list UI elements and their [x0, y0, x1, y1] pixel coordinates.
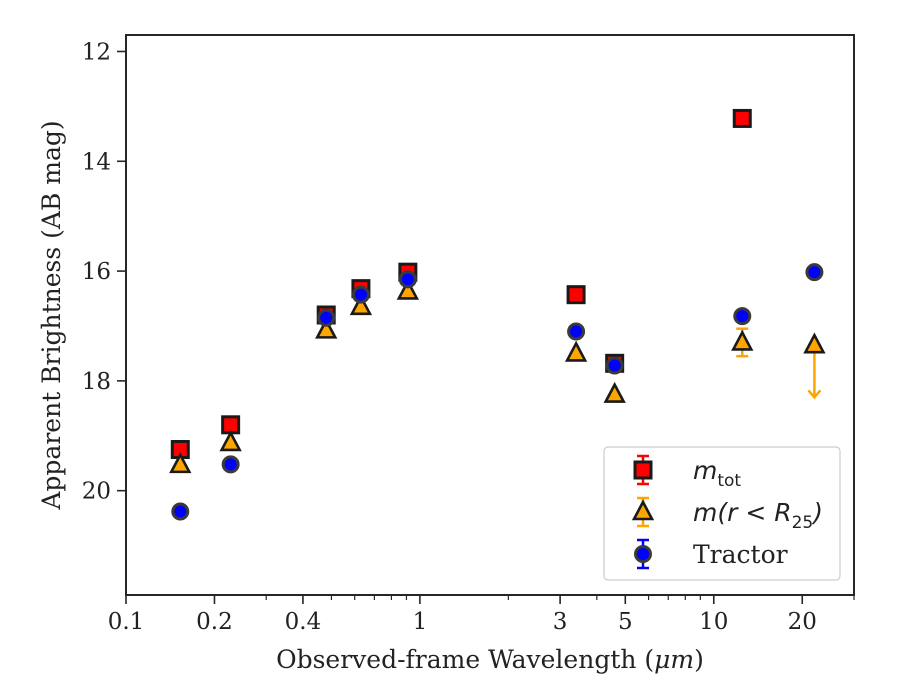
upper-limit-arrow: [807, 389, 822, 400]
legend-marker: [634, 545, 652, 563]
y-tick-label: 12: [82, 39, 111, 65]
x-tick-label: 0.4: [285, 609, 322, 635]
y-tick-label: 14: [82, 149, 111, 175]
data-point: [605, 356, 624, 375]
data-marks: [169, 108, 826, 521]
data-point: [731, 329, 754, 351]
data-point: [564, 340, 588, 362]
legend-frame: [603, 446, 841, 581]
data-point: [733, 307, 752, 326]
data-point: [171, 502, 190, 521]
x-tick-label: 20: [788, 609, 817, 635]
data-point: [349, 293, 373, 316]
legend-symbols: [631, 454, 655, 570]
data-point: [221, 455, 240, 474]
axis-ticks: [117, 50, 804, 604]
data-point: [351, 285, 370, 304]
data-point: [566, 285, 586, 305]
legend-label-tractor: Tractor: [693, 540, 788, 569]
data-point: [803, 332, 826, 354]
y-tick-label: 16: [82, 259, 111, 285]
data-point: [398, 270, 417, 289]
legend-label-mtot: mtot: [693, 456, 741, 491]
tick-labels: 0.1 0.2 0.4 1 3 5 10 20 12 14 16 18 20: [82, 39, 817, 635]
data-point: [315, 317, 338, 339]
data-point: [169, 452, 192, 474]
x-tick-label: 3: [553, 609, 568, 635]
data-point: [567, 322, 586, 341]
data-point: [732, 108, 752, 128]
legend-label-mr25: m(r < R25): [693, 498, 823, 533]
x-tick-label: 0.2: [196, 609, 233, 635]
plot-frame: [125, 34, 855, 596]
y-tick-label: 20: [82, 479, 111, 505]
legend-marker: [633, 460, 653, 480]
data-point: [219, 430, 242, 452]
x-axis-label: Observed-frame Wavelength (μm): [276, 645, 704, 674]
data-point: [603, 381, 626, 403]
legend: mtot m(r < R25) Tractor: [603, 446, 841, 581]
data-point: [805, 263, 824, 282]
y-tick-label: 18: [82, 369, 111, 395]
x-tick-label: 5: [618, 609, 633, 635]
x-tick-label: 10: [699, 609, 728, 635]
legend-marker: [631, 499, 655, 521]
x-tick-label: 1: [413, 609, 428, 635]
data-point: [317, 308, 336, 327]
y-axis-label: Apparent Brightness (AB mag): [37, 120, 66, 510]
x-tick-label: 0.1: [108, 609, 145, 635]
data-point: [396, 278, 420, 300]
